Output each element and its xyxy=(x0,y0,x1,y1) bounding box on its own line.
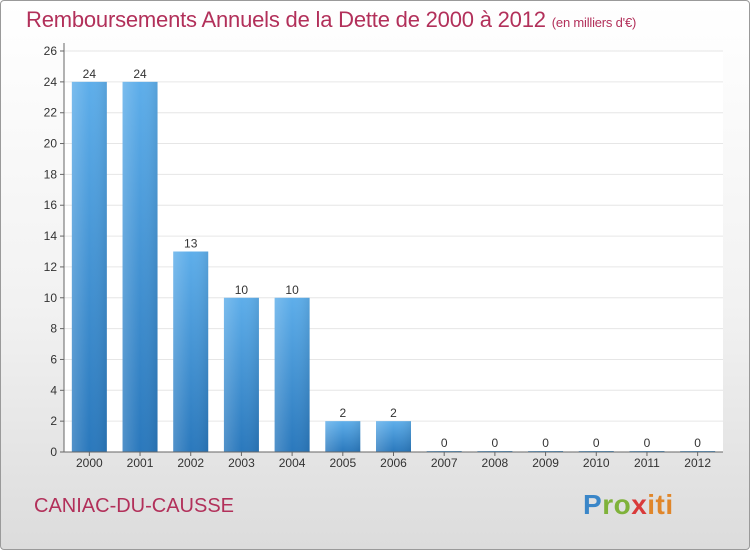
bar-shine xyxy=(376,421,411,452)
x-tick-label: 2003 xyxy=(228,456,255,470)
logo-part-1: P xyxy=(583,489,603,520)
chart-title: Remboursements Annuels de la Dette de 20… xyxy=(26,7,636,33)
chart-title-text: Remboursements Annuels de la Dette de 20… xyxy=(26,7,546,32)
chart-subtitle: (en milliers d'€) xyxy=(551,15,637,30)
proxiti-logo: Proxiti xyxy=(583,489,674,521)
bar-value-label: 10 xyxy=(285,283,299,297)
bar-value-label: 0 xyxy=(694,436,701,450)
y-tick-label: 0 xyxy=(50,445,57,459)
bar-value-label: 13 xyxy=(184,237,198,251)
y-tick-label: 4 xyxy=(50,383,57,397)
logo-part-2: ro xyxy=(602,489,632,520)
y-tick-label: 14 xyxy=(44,229,58,243)
x-tick-label: 2004 xyxy=(279,456,306,470)
y-tick-label: 2 xyxy=(50,414,57,428)
x-tick-label: 2008 xyxy=(482,456,509,470)
bar-value-label: 24 xyxy=(133,67,147,81)
bar-value-label: 0 xyxy=(441,436,448,450)
bar-shine xyxy=(223,297,259,452)
bar-value-label: 0 xyxy=(492,436,499,450)
y-tick-label: 8 xyxy=(50,322,57,336)
x-tick-label: 2007 xyxy=(431,456,458,470)
bar-shine xyxy=(325,421,361,452)
y-tick-label: 6 xyxy=(50,352,57,366)
x-tick-label: 2001 xyxy=(127,456,154,470)
logo-part-4: iti xyxy=(647,489,674,520)
bar-value-label: 0 xyxy=(593,436,600,450)
logo-part-3: x xyxy=(631,489,648,520)
x-tick-label: 2012 xyxy=(684,456,711,470)
plot-area xyxy=(64,51,723,452)
bar-shine xyxy=(274,297,310,452)
x-tick-label: 2000 xyxy=(76,456,103,470)
bar-value-label: 0 xyxy=(644,436,651,450)
bar-value-label: 24 xyxy=(83,67,97,81)
x-tick-label: 2009 xyxy=(532,456,559,470)
x-tick-label: 2010 xyxy=(583,456,610,470)
bar-shine xyxy=(122,81,158,452)
y-tick-label: 10 xyxy=(44,291,58,305)
y-tick-label: 26 xyxy=(44,44,58,58)
y-tick-label: 22 xyxy=(44,106,58,120)
x-tick-label: 2005 xyxy=(329,456,356,470)
bar-shine xyxy=(71,81,107,452)
bar-value-label: 2 xyxy=(390,406,397,420)
y-tick-label: 16 xyxy=(44,198,58,212)
y-tick-label: 20 xyxy=(44,137,58,151)
x-tick-label: 2011 xyxy=(634,456,660,470)
bar-value-label: 0 xyxy=(542,436,549,450)
y-tick-label: 24 xyxy=(44,75,58,89)
x-tick-label: 2002 xyxy=(177,456,204,470)
y-tick-label: 18 xyxy=(44,167,58,181)
bar-value-label: 2 xyxy=(339,406,346,420)
bar-value-label: 10 xyxy=(235,283,249,297)
y-tick-label: 12 xyxy=(44,260,58,274)
commune-name: CANIAC-DU-CAUSSE xyxy=(34,495,235,517)
bar-shine xyxy=(173,251,209,452)
x-tick-label: 2006 xyxy=(380,456,407,470)
